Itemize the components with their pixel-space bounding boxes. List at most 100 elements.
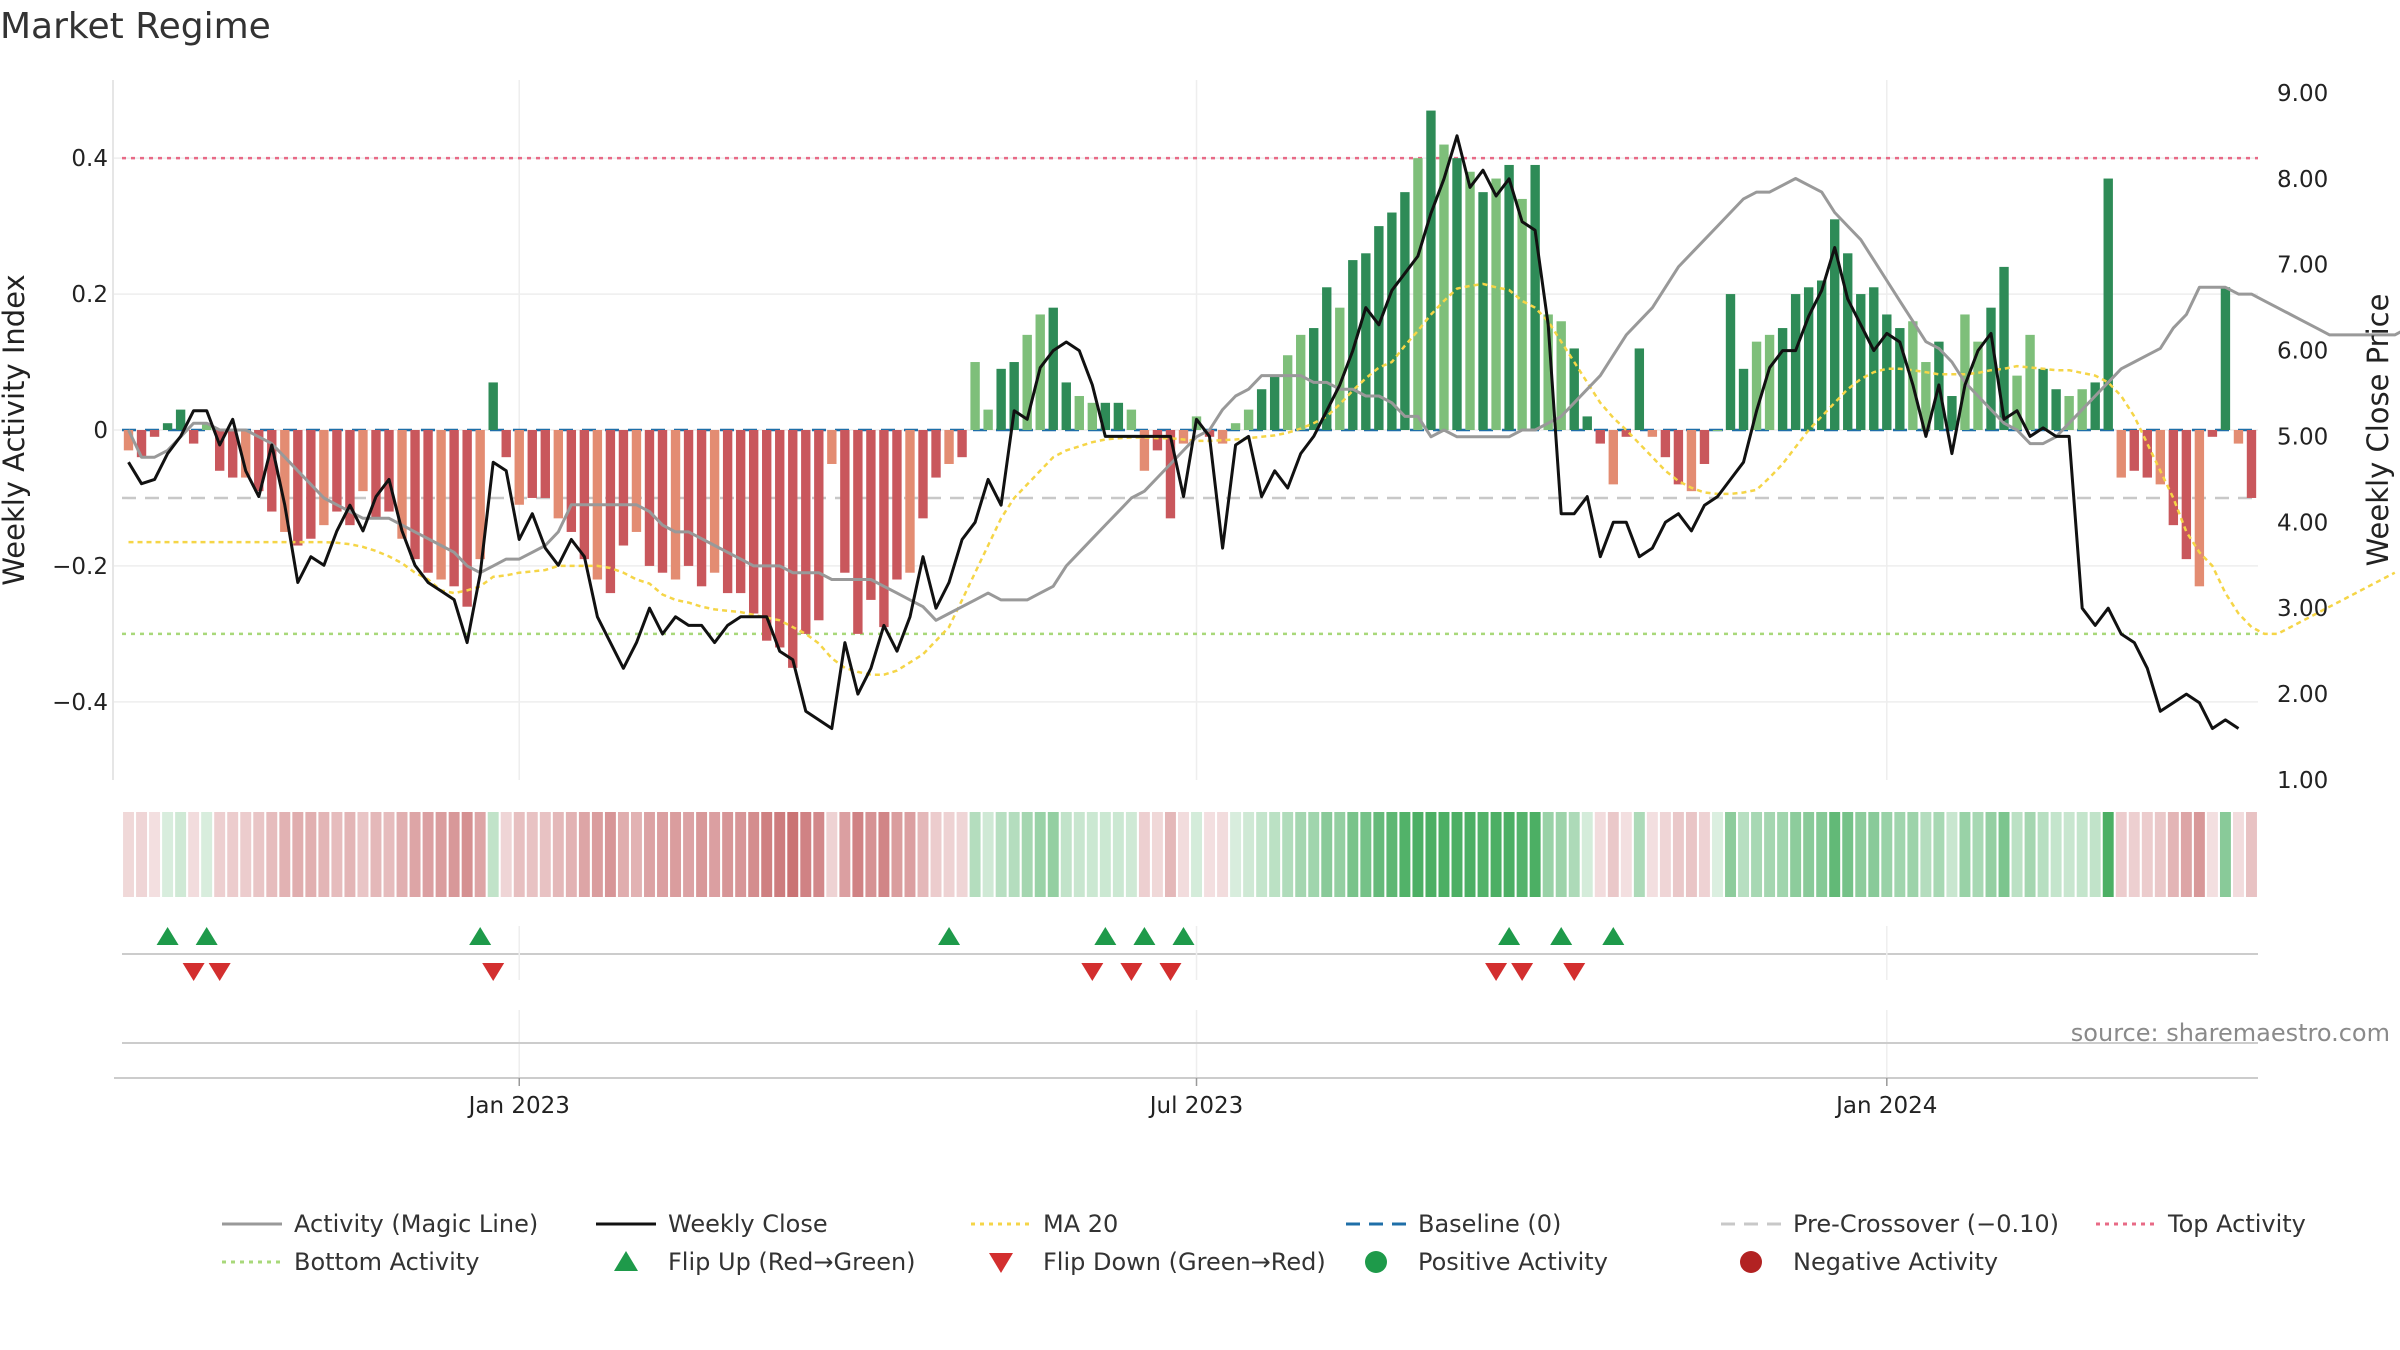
heat-cell <box>1946 812 1958 897</box>
activity-bar <box>162 423 173 430</box>
heat-cell <box>2219 812 2231 897</box>
heat-cell <box>1295 812 1307 897</box>
activity-bar <box>358 430 368 492</box>
heat-cell <box>644 812 655 897</box>
heat-cell <box>1555 812 1567 897</box>
activity-bar <box>631 430 642 532</box>
activity-bar <box>1738 368 1749 430</box>
heat-cell <box>1985 812 1997 897</box>
y-tick-label-right: 3.00 <box>2277 596 2328 622</box>
activity-bar <box>410 430 420 560</box>
heat-cell <box>1959 812 1971 897</box>
activity-bar <box>1634 348 1645 430</box>
activity-bar <box>1595 430 1605 444</box>
heat-cell <box>2246 812 2257 897</box>
activity-bar <box>1973 341 1983 430</box>
activity-bar <box>1478 192 1488 430</box>
heat-cell <box>1334 812 1346 897</box>
heat-cell <box>683 812 695 897</box>
heat-cell <box>396 812 408 897</box>
activity-bar <box>201 423 212 430</box>
activity-bar <box>1178 430 1189 444</box>
heat-cell <box>982 812 994 897</box>
activity-bar <box>1126 409 1137 430</box>
heat-cell <box>409 812 421 897</box>
activity-bar <box>1400 192 1410 430</box>
activity-bar <box>709 430 720 573</box>
heat-cell <box>318 812 330 897</box>
heat-cell <box>1256 812 1268 897</box>
activity-bar <box>996 368 1006 430</box>
activity-bar <box>683 430 694 566</box>
heat-cell <box>1308 812 1320 897</box>
heat-cell <box>1542 812 1554 897</box>
activity-bar <box>1269 375 1280 430</box>
activity-bar <box>983 409 993 430</box>
heat-cell <box>995 812 1007 897</box>
activity-bar <box>853 430 863 634</box>
activity-bar <box>1569 348 1579 430</box>
activity-bar <box>228 430 238 478</box>
activity-bar <box>840 430 850 573</box>
heat-cell <box>2193 812 2205 897</box>
activity-bar <box>696 430 707 587</box>
heat-cell <box>1998 812 2010 897</box>
activity-bar <box>1087 402 1098 430</box>
heat-cell <box>1373 812 1385 897</box>
heat-cell <box>1282 812 1294 897</box>
activity-bar <box>605 430 616 594</box>
heat-cell <box>1425 812 1437 897</box>
activity-bar <box>1777 328 1788 430</box>
activity-bar <box>2038 368 2048 430</box>
heat-cell <box>813 812 825 897</box>
heat-cell <box>1646 812 1658 897</box>
heat-cell <box>2167 812 2179 897</box>
heat-cell <box>826 812 838 897</box>
activity-bar <box>488 382 498 430</box>
activity-bar <box>214 430 225 471</box>
activity-bar <box>1452 158 1462 430</box>
circle-red-icon <box>1740 1251 1762 1273</box>
activity-bar <box>1816 280 1827 430</box>
heat-cell <box>214 812 226 897</box>
activity-bar <box>618 430 629 546</box>
activity-bar <box>566 430 577 532</box>
activity-bar <box>1022 334 1032 430</box>
legend-label: Negative Activity <box>1793 1248 1998 1276</box>
activity-bar <box>827 430 837 464</box>
heat-cell <box>344 812 356 897</box>
heat-cell <box>917 812 929 897</box>
activity-bar <box>1491 178 1501 430</box>
source-note: source: sharemaestro.com <box>2071 1019 2390 1047</box>
flip-down-marker <box>1081 963 1104 981</box>
heat-cell <box>1086 812 1098 897</box>
activity-bar <box>1660 430 1671 458</box>
flip-down-marker <box>208 963 231 981</box>
heat-cell <box>1790 812 1802 897</box>
flip-down-marker <box>1159 963 1182 981</box>
heat-cell <box>1243 812 1255 897</box>
y-tick-label-right: 1.00 <box>2277 768 2328 794</box>
heat-cell <box>162 812 174 897</box>
activity-bar <box>1712 430 1723 431</box>
heat-cell <box>1620 812 1632 897</box>
y-tick-label-right: 2.00 <box>2277 682 2328 708</box>
legend-label: Top Activity <box>2167 1210 2306 1238</box>
activity-bar <box>748 430 759 614</box>
heat-cell <box>1021 812 1033 897</box>
flip-down-marker <box>182 963 205 981</box>
activity-bar <box>1100 402 1111 430</box>
activity-bar <box>1790 294 1801 430</box>
activity-bar <box>423 430 433 573</box>
heat-cell <box>709 812 721 897</box>
activity-bar <box>293 430 303 546</box>
heat-cell <box>865 812 877 897</box>
activity-bar <box>944 430 954 464</box>
heat-cell <box>1529 812 1541 897</box>
activity-bar <box>1999 266 2009 430</box>
y-tick-label-right: 8.00 <box>2277 167 2328 193</box>
flip-down-marker <box>1120 963 1143 981</box>
activity-bar <box>462 430 472 607</box>
flip-down-marker <box>1511 963 1534 981</box>
heat-cell <box>1933 812 1945 897</box>
